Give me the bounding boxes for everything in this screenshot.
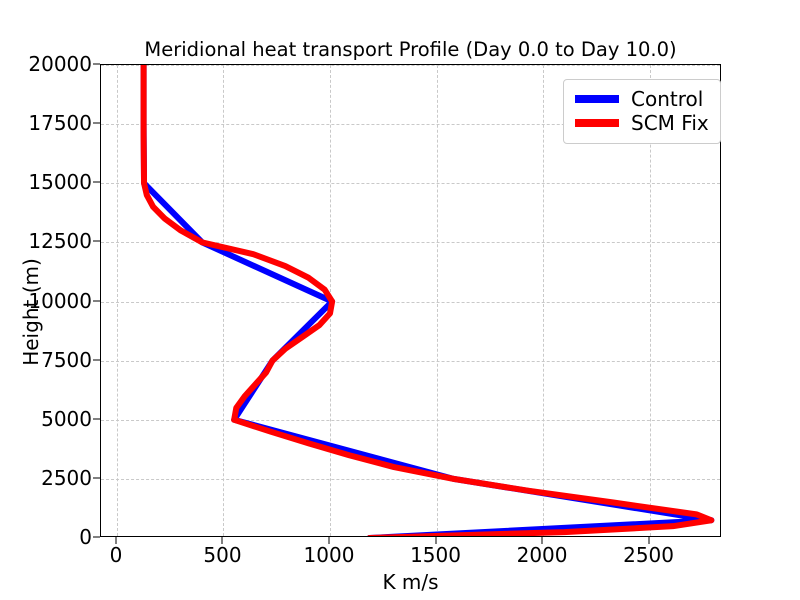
y-tick-label-5: 12500 [28,229,92,254]
y-tick-mark-2 [93,418,100,420]
x-tick-label-1: 500 [203,543,242,567]
y-tick-mark-7 [93,122,100,124]
gridline-vertical-5 [649,65,651,536]
y-tick-mark-6 [93,181,100,183]
gridline-horizontal-7 [101,124,720,126]
gridline-vertical-1 [223,65,225,536]
x-tick-label-3: 1500 [410,543,461,567]
y-tick-mark-8 [93,63,100,65]
x-tick-mark-4 [541,537,543,544]
y-axis-tick-labels: 0 2500 5000 7500 10000 12500 15000 17500 20000 [0,52,92,549]
x-tick-mark-0 [115,537,117,544]
y-tick-label-0: 0 [79,525,92,549]
legend-swatch-icon-0 [575,95,619,103]
y-tick-mark-0 [93,536,100,538]
gridline-vertical-3 [436,65,438,536]
x-axis-label: K m/s [382,570,439,594]
y-tick-label-8: 20000 [28,52,92,76]
gridline-horizontal-5 [101,242,720,244]
gridline-vertical-0 [116,65,118,536]
x-tick-label-5: 2500 [623,543,675,567]
legend-label-1: SCM Fix [631,111,709,135]
x-tick-mark-1 [221,537,223,544]
legend-label-0: Control [631,87,704,111]
x-tick-mark-3 [435,537,437,544]
y-tick-mark-1 [93,477,100,479]
y-tick-label-4: 10000 [28,288,92,313]
chart-title: Meridional heat transport Profile (Day 0… [144,38,677,61]
y-tick-mark-5 [93,240,100,242]
y-tick-label-3: 7500 [41,347,92,372]
y-tick-label-2: 5000 [41,406,92,431]
legend-entry-scm-fix[interactable]: SCM Fix [575,111,709,135]
gridline-horizontal-4 [101,301,720,303]
y-tick-label-7: 17500 [28,111,92,136]
x-tick-mark-5 [648,537,650,544]
legend-swatch-icon-1 [575,119,619,127]
x-tick-label-4: 2000 [516,543,568,567]
gridline-horizontal-3 [101,360,720,362]
x-axis-tick-labels: 0 500 1000 1500 2000 2500 [0,537,800,577]
series-line-scm-fix [140,65,715,536]
x-tick-label-2: 1000 [303,543,355,567]
x-tick-mark-2 [328,537,330,544]
legend-entry-control[interactable]: Control [575,87,709,111]
gridline-horizontal-2 [101,419,720,421]
y-tick-mark-3 [93,359,100,361]
gridline-horizontal-6 [101,183,720,185]
chart-legend[interactable]: Control SCM Fix [563,79,721,144]
series-svg [140,65,715,536]
gridline-horizontal-1 [101,478,720,480]
y-tick-label-6: 15000 [28,170,92,195]
gridline-horizontal-8 [101,65,720,66]
gridline-vertical-4 [543,65,545,536]
y-tick-mark-4 [93,300,100,301]
data-lines [101,65,720,536]
y-tick-label-1: 2500 [41,465,92,490]
plot-area [100,64,721,537]
x-tick-label-0: 0 [109,543,123,567]
